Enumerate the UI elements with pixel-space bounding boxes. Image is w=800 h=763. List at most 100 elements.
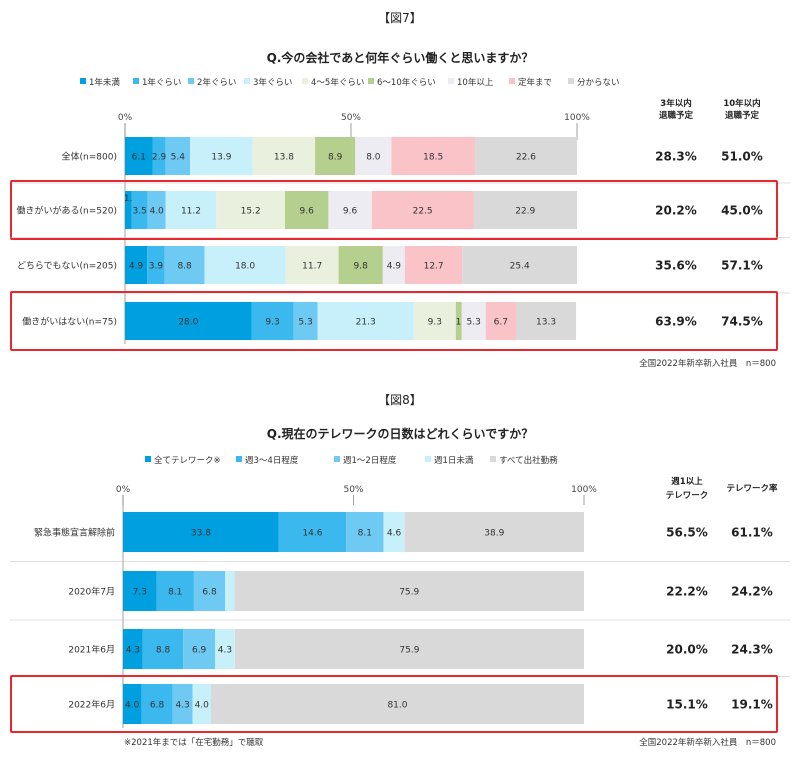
legend-label: 週1日未満 bbox=[434, 455, 474, 466]
bar-value-label: 8.9 bbox=[328, 153, 343, 163]
bar-value-label: 9.6 bbox=[343, 207, 358, 217]
bar-value-label: 21.3 bbox=[356, 318, 376, 328]
legend-swatch bbox=[145, 456, 151, 462]
bar-value-label: 9.6 bbox=[300, 207, 315, 217]
figure-label: 【図7】 bbox=[378, 11, 422, 25]
legend-label: 3年ぐらい bbox=[253, 77, 292, 88]
legend-swatch bbox=[490, 456, 496, 462]
bar-segment bbox=[461, 302, 486, 340]
side-value: 20.2% bbox=[655, 204, 697, 218]
bar-value-label: 8.8 bbox=[177, 262, 192, 272]
bar-value-label: 4.0 bbox=[125, 701, 140, 711]
bar-value-label: 6.8 bbox=[202, 588, 217, 598]
bar-value-label: 11.2 bbox=[181, 207, 201, 217]
legend-swatch bbox=[80, 78, 86, 84]
bar-segment bbox=[193, 571, 226, 611]
bar-value-label: 9.3 bbox=[428, 318, 442, 328]
bar-value-label: 14.6 bbox=[302, 529, 322, 539]
legend-swatch bbox=[568, 78, 574, 84]
bar-value-label: 1.5 bbox=[124, 194, 138, 204]
legend-label: 分からない bbox=[577, 78, 620, 88]
chart-title: Q.現在のテレワークの日数はどれくらいですか？ bbox=[267, 426, 533, 441]
bar-value-label: 7.3 bbox=[133, 588, 147, 598]
side-header: テレワーク率 bbox=[726, 483, 778, 494]
axis-tick-label: 100% bbox=[564, 113, 590, 123]
category-label: 2022年6月 bbox=[68, 699, 115, 711]
side-value: 51.0% bbox=[721, 150, 763, 164]
bar-segment bbox=[285, 246, 339, 284]
category-label: 全体(n=800) bbox=[62, 151, 117, 163]
side-value: 45.0% bbox=[721, 204, 763, 218]
bar-segment bbox=[125, 246, 148, 284]
category-label: 2020年7月 bbox=[68, 586, 115, 598]
bar-value-label: 6.9 bbox=[192, 646, 207, 656]
bar-value-label: 4.6 bbox=[387, 529, 402, 539]
side-value: 56.5% bbox=[666, 526, 708, 540]
bar-segment bbox=[515, 302, 577, 340]
chart-title: Q.今の会社であと何年ぐらい働くと思いますか？ bbox=[267, 50, 534, 65]
category-label: 緊急事態宣言解除前 bbox=[34, 527, 115, 539]
bar-value-label: 25.4 bbox=[510, 262, 530, 272]
bar-segment bbox=[204, 246, 286, 284]
legend-label: 1年ぐらい bbox=[142, 77, 181, 88]
legend-label: 週1～2日程度 bbox=[343, 455, 397, 466]
bar-segment bbox=[391, 137, 475, 175]
bar-value-label: 4.0 bbox=[195, 701, 210, 711]
bar-value-label: 13.3 bbox=[536, 318, 556, 328]
bar-value-label: 75.9 bbox=[399, 646, 419, 656]
bar-segment bbox=[147, 246, 165, 284]
bar-segment bbox=[413, 302, 456, 340]
highlight-box bbox=[10, 180, 778, 240]
category-label: 2021年6月 bbox=[68, 644, 115, 656]
side-value: 61.1% bbox=[731, 526, 773, 540]
axis-tick-label: 0% bbox=[118, 113, 133, 123]
bar-value-label: 8.0 bbox=[366, 153, 381, 163]
bar-segment bbox=[455, 302, 462, 340]
bar-segment bbox=[315, 137, 356, 175]
side-value: 24.2% bbox=[731, 585, 773, 599]
side-header: 3年以内 bbox=[660, 98, 691, 109]
figure-label: 【図8】 bbox=[378, 393, 422, 407]
bar-segment bbox=[285, 191, 329, 229]
legend-label: 全てテレワーク※ bbox=[154, 455, 221, 466]
bar-segment bbox=[383, 512, 405, 552]
bar-value-label: 4.0 bbox=[149, 207, 164, 217]
bar-value-label: 9.8 bbox=[354, 262, 369, 272]
legend-swatch bbox=[188, 78, 194, 84]
side-value: 24.3% bbox=[731, 643, 773, 657]
bar-value-label: 8.1 bbox=[358, 529, 372, 539]
bar-segment bbox=[404, 512, 584, 552]
bar-value-label: 3.9 bbox=[149, 262, 164, 272]
legend-swatch bbox=[509, 78, 515, 84]
axis-tick-label: 50% bbox=[341, 113, 361, 123]
side-header: 週1以上 bbox=[671, 476, 703, 487]
side-value: 19.1% bbox=[731, 698, 773, 712]
legend-label: 10年以上 bbox=[457, 77, 494, 88]
bar-value-label: 15.2 bbox=[241, 207, 261, 217]
bar-value-label: 6.1 bbox=[132, 153, 146, 163]
bar-value-label: 18.0 bbox=[235, 262, 255, 272]
bar-segment bbox=[473, 191, 577, 229]
bar-segment bbox=[123, 571, 157, 611]
bar-value-label: 4.3 bbox=[126, 646, 140, 656]
bar-segment bbox=[190, 137, 253, 175]
bar-value-label: 5.3 bbox=[298, 318, 312, 328]
bar-segment bbox=[215, 629, 235, 669]
bar-segment bbox=[123, 684, 142, 724]
category-label: 働きがいがある(n=520) bbox=[17, 205, 117, 217]
bar-value-label: 22.6 bbox=[516, 153, 536, 163]
axis-tick-label: 100% bbox=[571, 485, 597, 495]
bar-value-label: 4.3 bbox=[175, 701, 189, 711]
bar-value-label: 5.4 bbox=[171, 153, 186, 163]
bar-segment bbox=[216, 191, 286, 229]
bar-segment bbox=[123, 512, 279, 552]
bar-value-label: 3.5 bbox=[133, 207, 147, 217]
bar-segment bbox=[462, 246, 577, 284]
bar-value-label: 4.9 bbox=[129, 262, 144, 272]
side-value: 22.2% bbox=[666, 585, 708, 599]
bar-segment bbox=[142, 629, 184, 669]
bar-value-label: 2.9 bbox=[152, 153, 167, 163]
bar-segment bbox=[165, 191, 217, 229]
bar-value-label: 11.7 bbox=[302, 262, 322, 272]
bar-segment bbox=[152, 137, 166, 175]
